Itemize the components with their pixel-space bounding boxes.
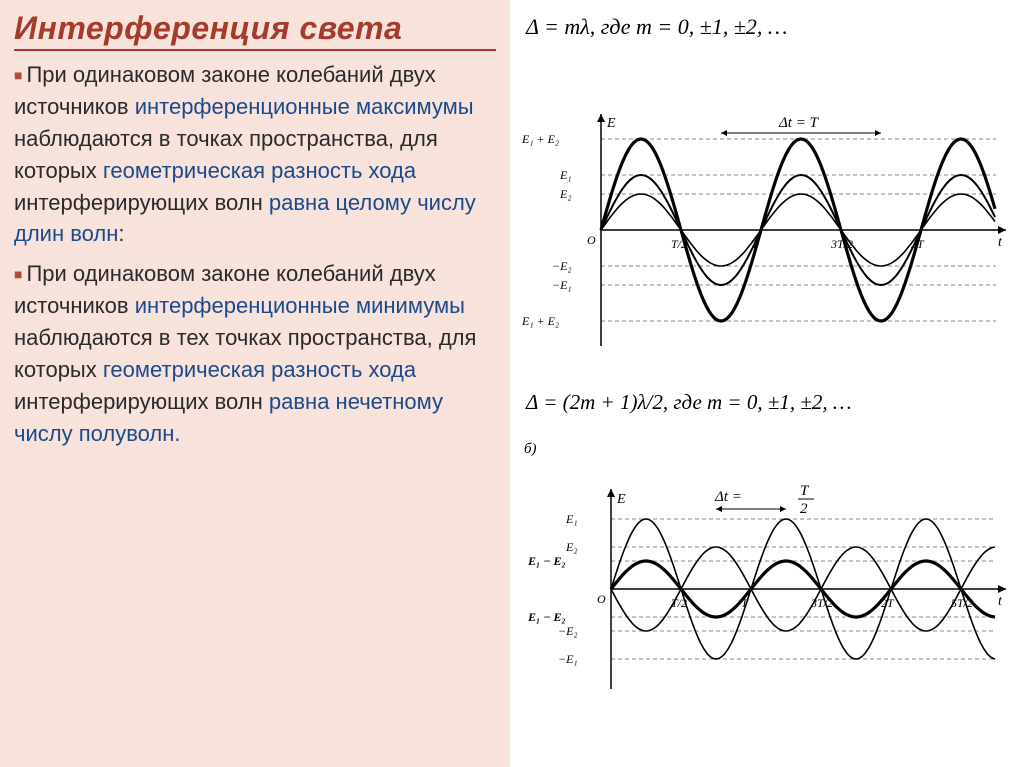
diagram-destructive: б)T/2T3T/22T5T/2EE₁E₂E₁ − E₂E₁ − E₂−E₂−E…	[516, 429, 1018, 729]
svg-text:E₂: E₂	[559, 187, 572, 201]
svg-text:E: E	[606, 116, 616, 131]
svg-text:б): б)	[524, 441, 537, 457]
svg-text:3T/2: 3T/2	[810, 596, 833, 610]
svg-text:Δt =: Δt =	[714, 489, 742, 505]
svg-text:t: t	[998, 235, 1003, 250]
svg-text:T/2: T/2	[671, 237, 687, 251]
page-title: Интерференция света	[14, 10, 496, 51]
svg-text:2: 2	[800, 501, 808, 517]
svg-text:5T/2: 5T/2	[951, 596, 973, 610]
svg-text:Δt = T: Δt = T	[778, 115, 820, 131]
svg-text:−E₂: −E₂	[558, 624, 578, 638]
svg-text:E₂: E₂	[565, 540, 578, 554]
svg-text:T/2: T/2	[671, 596, 687, 610]
svg-text:E₁ − E₂: E₁ − E₂	[527, 610, 566, 624]
svg-text:−E₂: −E₂	[552, 259, 572, 273]
diagram-constructive: T/2T3T/22TEE₁ + E₂E₁E₂−E₂−E₁E₁ + E₂OtΔt …	[516, 50, 1018, 370]
svg-text:2T: 2T	[911, 237, 925, 251]
formula-min: Δ = (2m + 1)λ/2, где m = 0, ±1, ±2, …	[516, 384, 1018, 421]
svg-text:3T/2: 3T/2	[830, 237, 853, 251]
svg-text:E₁ − E₂: E₁ − E₂	[527, 554, 566, 568]
svg-text:E₁: E₁	[565, 512, 578, 526]
svg-text:T: T	[800, 483, 810, 499]
svg-text:2T: 2T	[881, 596, 895, 610]
svg-text:E₁ + E₂: E₁ + E₂	[521, 314, 559, 328]
svg-text:E₁: E₁	[559, 168, 572, 182]
svg-text:t: t	[998, 594, 1003, 609]
svg-text:E₁ + E₂: E₁ + E₂	[521, 132, 559, 146]
svg-text:E: E	[616, 492, 626, 507]
paragraph-max: ■При одинаковом законе колебаний двух ис…	[14, 59, 496, 250]
bullet-icon: ■	[14, 264, 22, 284]
paragraph-min: ■При одинаковом законе колебаний двух ис…	[14, 258, 496, 449]
svg-text:O: O	[597, 592, 606, 606]
svg-text:−E₁: −E₁	[558, 652, 578, 666]
formula-max: Δ = mλ, где m = 0, ±1, ±2, …	[516, 8, 1018, 46]
svg-text:−E₁: −E₁	[552, 278, 572, 292]
bullet-icon: ■	[14, 65, 22, 85]
svg-text:O: O	[587, 233, 596, 247]
